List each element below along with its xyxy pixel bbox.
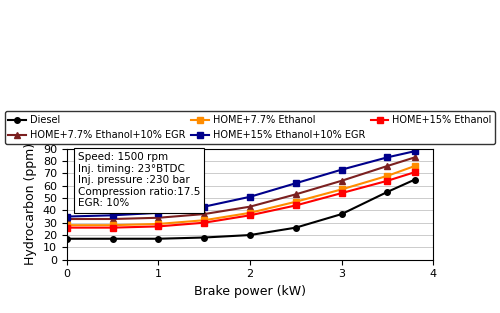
HOME+7.7% Ethanol [110,223,116,227]
HOME+7.7% Ethanol+10% EGR [110,217,116,221]
Diesel [64,237,70,241]
HOME+7.7% Ethanol+10% EGR [412,156,418,159]
Y-axis label: Hydrocarbon (ppm): Hydrocarbon (ppm) [24,143,38,265]
HOME+15% Ethanol [156,224,162,228]
Diesel [412,178,418,182]
Diesel [156,237,162,241]
Line: Diesel: Diesel [64,177,418,242]
Line: HOME+15% Ethanol: HOME+15% Ethanol [64,169,418,230]
HOME+15% Ethanol+10% EGR [201,205,207,208]
HOME+15% Ethanol [384,179,390,182]
HOME+15% Ethanol+10% EGR [247,195,253,199]
HOME+7.7% Ethanol+10% EGR [201,212,207,216]
Legend: Diesel, HOME+7.7% Ethanol+10% EGR, HOME+7.7% Ethanol, HOME+15% Ethanol+10% EGR, : Diesel, HOME+7.7% Ethanol+10% EGR, HOME+… [4,111,496,144]
HOME+7.7% Ethanol+10% EGR [338,179,344,182]
HOME+15% Ethanol [412,170,418,174]
HOME+15% Ethanol [201,221,207,225]
HOME+15% Ethanol [110,226,116,229]
HOME+7.7% Ethanol+10% EGR [156,216,162,220]
HOME+7.7% Ethanol [293,200,299,204]
HOME+15% Ethanol [293,203,299,207]
Line: HOME+15% Ethanol+10% EGR: HOME+15% Ethanol+10% EGR [64,148,418,219]
HOME+15% Ethanol+10% EGR [64,215,70,218]
HOME+15% Ethanol [64,226,70,229]
Diesel [293,226,299,229]
HOME+15% Ethanol+10% EGR [293,181,299,185]
HOME+7.7% Ethanol [156,222,162,226]
HOME+15% Ethanol [247,213,253,217]
HOME+7.7% Ethanol+10% EGR [247,205,253,208]
Line: HOME+7.7% Ethanol: HOME+7.7% Ethanol [64,163,418,228]
X-axis label: Brake power (kW): Brake power (kW) [194,285,306,298]
HOME+15% Ethanol+10% EGR [412,149,418,153]
HOME+7.7% Ethanol+10% EGR [293,192,299,196]
HOME+15% Ethanol+10% EGR [338,168,344,172]
Diesel [247,233,253,237]
HOME+7.7% Ethanol [338,187,344,191]
HOME+7.7% Ethanol+10% EGR [64,217,70,221]
Diesel [110,237,116,241]
Diesel [384,190,390,194]
HOME+7.7% Ethanol [247,211,253,215]
HOME+7.7% Ethanol+10% EGR [384,164,390,168]
HOME+7.7% Ethanol [201,218,207,222]
HOME+15% Ethanol+10% EGR [384,156,390,159]
Text: Speed: 1500 rpm
Inj. timing: 23°BTDC
Inj. pressure :230 bar
Compression ratio:17: Speed: 1500 rpm Inj. timing: 23°BTDC Inj… [78,152,200,208]
HOME+15% Ethanol+10% EGR [156,211,162,215]
HOME+15% Ethanol+10% EGR [110,213,116,217]
HOME+7.7% Ethanol [384,174,390,178]
HOME+7.7% Ethanol [64,223,70,227]
HOME+7.7% Ethanol [412,164,418,168]
Diesel [338,212,344,216]
HOME+15% Ethanol [338,191,344,195]
Diesel [201,236,207,239]
Line: HOME+7.7% Ethanol+10% EGR: HOME+7.7% Ethanol+10% EGR [64,155,418,222]
